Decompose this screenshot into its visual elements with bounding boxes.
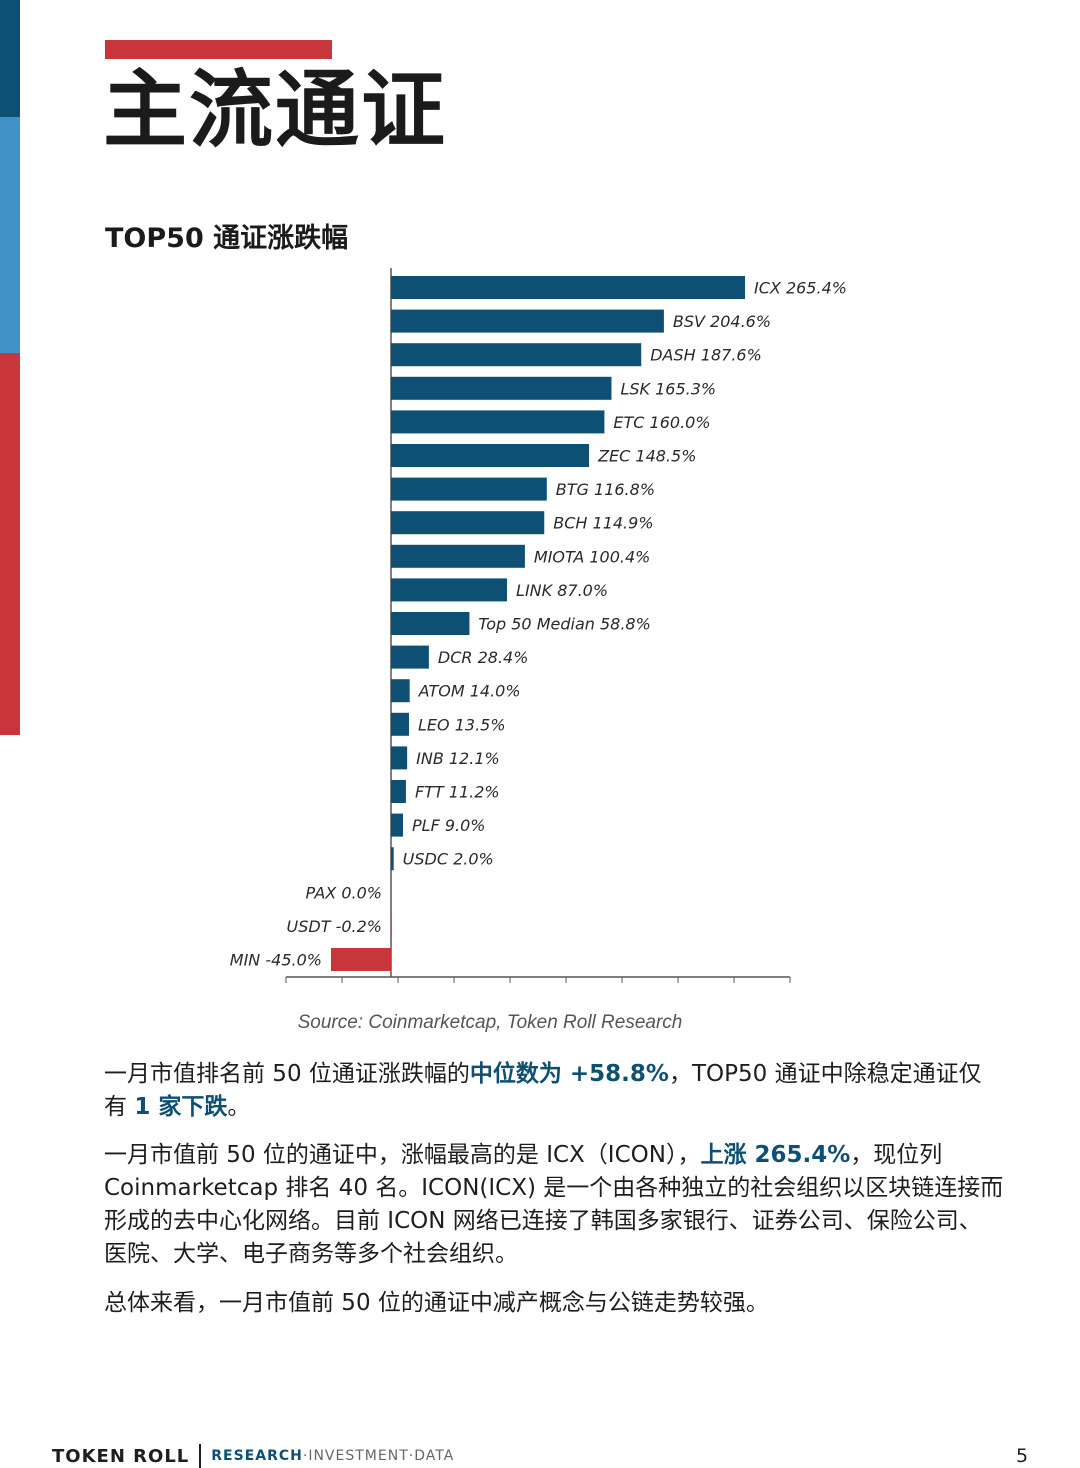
highlight-median: 中位数为 +58.8% bbox=[469, 1061, 669, 1087]
bar-label: DASH 187.6% bbox=[650, 346, 762, 365]
chart-title: TOP50 通证涨跌幅 bbox=[105, 223, 349, 254]
side-stripe-blue bbox=[0, 117, 20, 353]
bar-bch bbox=[391, 511, 545, 535]
bar-plf bbox=[391, 813, 404, 837]
title-accent-bar bbox=[105, 40, 332, 59]
bar-icx bbox=[391, 276, 745, 299]
bar-label: USDT -0.2% bbox=[287, 917, 382, 936]
bar-label: ICX 265.4% bbox=[754, 279, 847, 298]
footer: TOKEN ROLL RESEARCH · INVESTMENT · DATA bbox=[52, 1444, 454, 1468]
bar-label: MIN -45.0% bbox=[230, 951, 322, 970]
bar-leo bbox=[391, 712, 410, 736]
paragraph-median: 一月市值排名前 50 位通证涨跌幅的中位数为 +58.8%，TOP50 通证中除… bbox=[104, 1058, 1004, 1124]
highlight-decline-count: 1 家下跌 bbox=[134, 1094, 228, 1120]
bar-chart: ICX 265.4% BSV 204.6% DASH 187.6% LSK 165.3… bbox=[230, 268, 847, 983]
paragraph-text: 一月市值排名前 50 位通证涨跌幅的 bbox=[104, 1061, 470, 1087]
bar-zec bbox=[391, 444, 590, 467]
bar-bsv bbox=[391, 309, 664, 333]
bar-ftt bbox=[391, 780, 406, 803]
bar-label: BCH 114.9% bbox=[553, 514, 653, 533]
paragraph-text: 一月市值前 50 位的通证中，涨幅最高的是 ICX（ICON）， bbox=[104, 1142, 701, 1168]
bar-lsk bbox=[391, 376, 612, 400]
bar-label: MIOTA 100.4% bbox=[534, 547, 650, 566]
paragraph-text: ，TOP50 通证中除稳定通证仅有 bbox=[104, 1061, 982, 1120]
paragraph-text: ，现位列 Coinmarketcap 排名 40 名。ICON(ICX) 是一个… bbox=[104, 1142, 1004, 1267]
bar-label: PAX 0.0% bbox=[306, 883, 383, 902]
bar-label: Top 50 Median 58.8% bbox=[478, 615, 650, 634]
page-title: 主流通证 bbox=[103, 61, 448, 159]
bar-label: LSK 165.3% bbox=[620, 379, 716, 398]
bar-label: ATOM 14.0% bbox=[418, 682, 521, 701]
chart-source: Source: Coinmarketcap, Token Roll Resear… bbox=[297, 1012, 683, 1033]
bar-inb bbox=[391, 746, 408, 770]
bar-miota bbox=[391, 544, 525, 568]
bar-label: USDC 2.0% bbox=[403, 850, 494, 869]
bar-atom bbox=[391, 679, 410, 703]
footer-data: DATA bbox=[414, 1448, 455, 1464]
bar-link bbox=[391, 578, 508, 602]
bar-label: BSV 204.6% bbox=[673, 312, 771, 331]
bar-label: DCR 28.4% bbox=[438, 648, 529, 667]
paragraph-icx: 一月市值前 50 位的通证中，涨幅最高的是 ICX（ICON），上涨 265.4… bbox=[104, 1139, 1004, 1271]
bar-label: BTG 116.8% bbox=[556, 480, 655, 499]
footer-brand: TOKEN ROLL bbox=[52, 1445, 190, 1467]
bar-btg bbox=[391, 477, 547, 501]
bar-dcr bbox=[391, 645, 429, 669]
bar-label: LEO 13.5% bbox=[418, 715, 506, 734]
bar-usdt bbox=[390, 914, 392, 938]
footer-separator: · bbox=[408, 1448, 415, 1464]
side-stripe-navy bbox=[0, 0, 20, 117]
bar-usdc bbox=[391, 847, 394, 871]
bar-min bbox=[330, 948, 391, 971]
side-stripe-red bbox=[0, 353, 20, 735]
bar-etc bbox=[391, 410, 605, 434]
paragraph-summary: 总体来看，一月市值前 50 位的通证中减产概念与公链走势较强。 bbox=[104, 1290, 769, 1316]
footer-research: RESEARCH bbox=[211, 1448, 303, 1464]
bar-label: ETC 160.0% bbox=[613, 413, 710, 432]
bar-dash bbox=[391, 343, 642, 367]
bar-label: FTT 11.2% bbox=[415, 783, 500, 802]
bar-label: PLF 9.0% bbox=[412, 816, 486, 835]
bar-label: ZEC 148.5% bbox=[597, 447, 696, 466]
paragraph-text: 。 bbox=[227, 1094, 251, 1120]
footer-investment: INVESTMENT bbox=[308, 1448, 409, 1464]
page-number: 5 bbox=[1016, 1445, 1029, 1467]
footer-separator: · bbox=[302, 1448, 309, 1464]
bar-top-50-median bbox=[391, 612, 470, 635]
footer-divider bbox=[199, 1444, 202, 1468]
highlight-icx-gain: 上涨 265.4% bbox=[700, 1142, 851, 1168]
bar-label: INB 12.1% bbox=[416, 749, 500, 768]
bar-label: LINK 87.0% bbox=[516, 581, 608, 600]
